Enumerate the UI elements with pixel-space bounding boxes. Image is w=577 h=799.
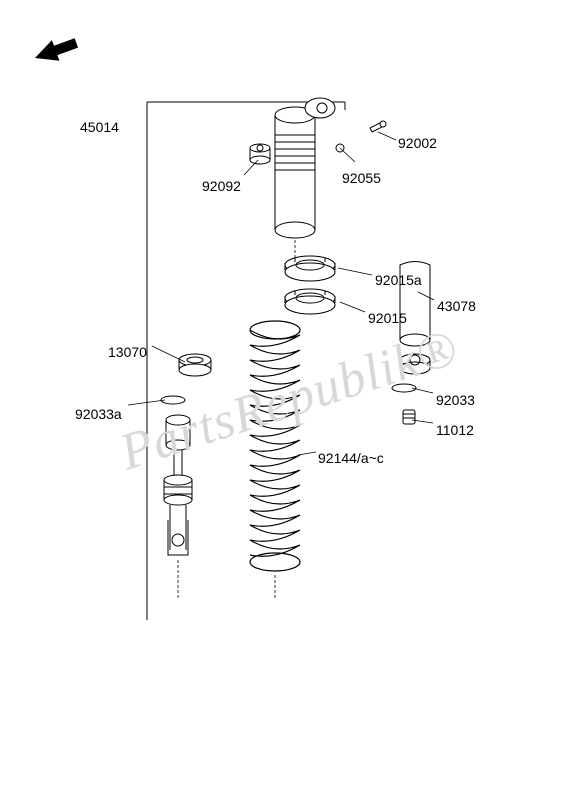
label-92002: 92002 — [398, 135, 437, 151]
shock-piston-rod — [164, 415, 192, 555]
shock-upper-body — [275, 98, 335, 238]
part-guide-13070 — [179, 354, 211, 376]
label-45014: 45014 — [80, 119, 119, 135]
label-92015a: 92015a — [375, 272, 422, 288]
part-cap-92092 — [250, 144, 270, 164]
label-92015: 92015 — [368, 310, 407, 326]
callout-lines — [128, 132, 434, 600]
label-92055: 92055 — [342, 170, 381, 186]
part-nut-92015a — [285, 256, 335, 281]
label-11012: 11012 — [436, 422, 474, 438]
part-spring-92144 — [250, 321, 300, 571]
part-nut-92015 — [285, 289, 335, 314]
label-92144: 92144/a~c — [318, 450, 384, 466]
label-92092: 92092 — [202, 178, 241, 194]
nav-arrow-icon — [31, 33, 80, 69]
label-92033: 92033 — [436, 392, 475, 408]
label-13070: 13070 — [108, 344, 147, 360]
label-43078: 43078 — [437, 298, 476, 314]
label-92033a: 92033a — [75, 406, 122, 422]
part-11012 — [403, 410, 415, 424]
part-bolt-92002 — [370, 121, 386, 132]
parts-diagram: PartsRepublik® 45014 92092 92055 92002 9… — [0, 0, 577, 799]
